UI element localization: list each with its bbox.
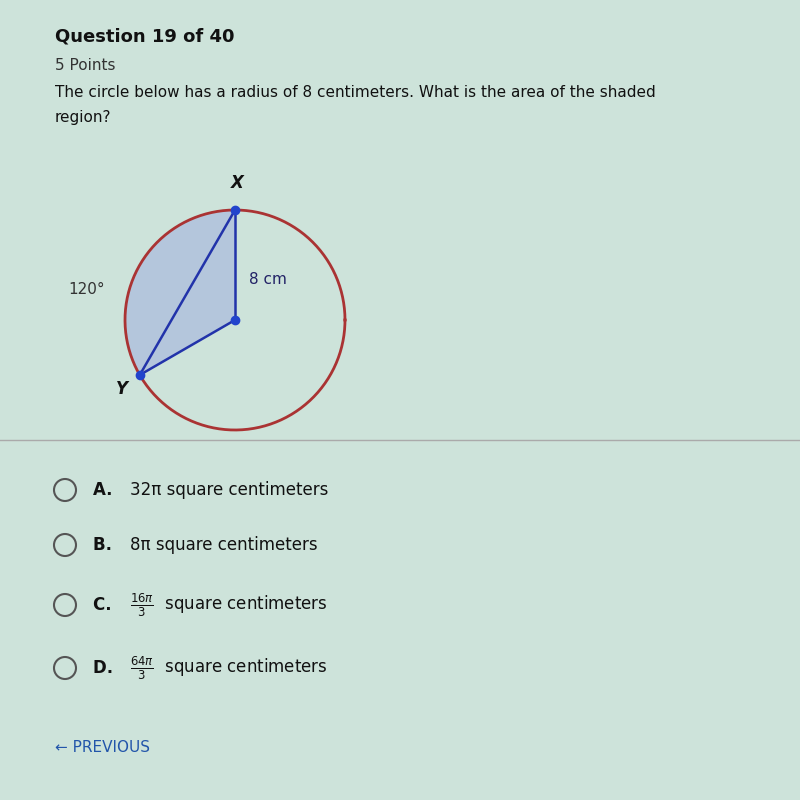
Text: Question 19 of 40: Question 19 of 40 [55,28,234,46]
Text: 8π square centimeters: 8π square centimeters [130,536,318,554]
Text: A.: A. [93,481,124,499]
Text: $\frac{64\pi}{3}$  square centimeters: $\frac{64\pi}{3}$ square centimeters [130,654,328,682]
Text: $\frac{16\pi}{3}$  square centimeters: $\frac{16\pi}{3}$ square centimeters [130,591,328,618]
Text: C.: C. [93,596,123,614]
Text: B.: B. [93,536,123,554]
Text: 32π square centimeters: 32π square centimeters [130,481,328,499]
Text: Y: Y [116,380,128,398]
Text: 120°: 120° [68,282,105,298]
Text: D.: D. [93,659,125,677]
Text: region?: region? [55,110,111,125]
Polygon shape [125,210,235,375]
Text: ← PREVIOUS: ← PREVIOUS [55,741,150,755]
Text: X: X [230,174,243,192]
Text: 8 cm: 8 cm [249,273,287,287]
Text: 5 Points: 5 Points [55,58,115,73]
Text: The circle below has a radius of 8 centimeters. What is the area of the shaded: The circle below has a radius of 8 centi… [55,85,656,100]
